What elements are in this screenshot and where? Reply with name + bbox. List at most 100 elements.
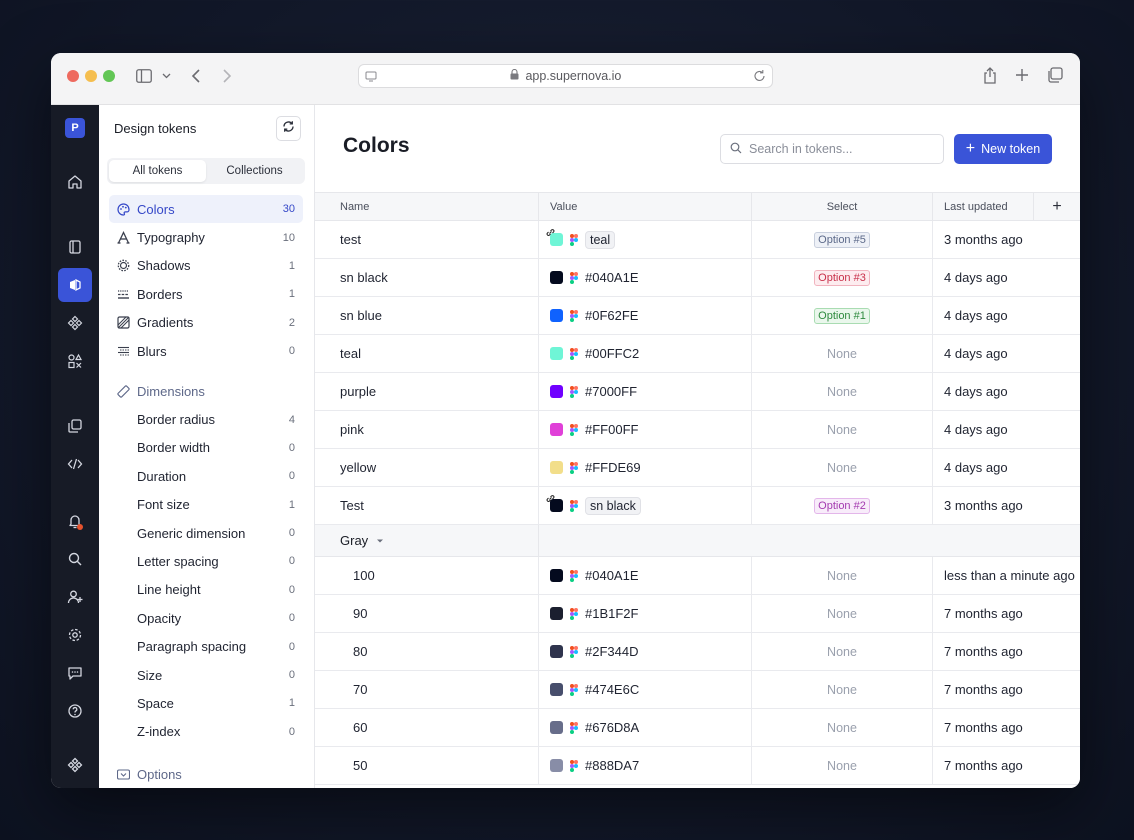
sidebar-item-borders[interactable]: Borders 1 — [109, 280, 303, 308]
share-icon[interactable] — [983, 67, 997, 88]
token-value-cell[interactable]: #040A1E — [539, 259, 752, 296]
notifications-icon[interactable] — [58, 504, 92, 538]
select-property-cell[interactable]: Option #2 — [752, 487, 933, 524]
token-name-cell[interactable]: purple — [315, 373, 539, 410]
zoom-window-button[interactable] — [103, 70, 115, 82]
sidebar-group-options[interactable]: Options — [109, 760, 303, 788]
new-tab-icon[interactable] — [1015, 68, 1029, 86]
design-tokens-icon[interactable] — [58, 268, 92, 302]
sidebar-item-border-width[interactable]: Border width 0 — [109, 434, 303, 462]
token-value-cell[interactable]: teal — [539, 221, 752, 258]
minimize-window-button[interactable] — [85, 70, 97, 82]
search-input[interactable] — [749, 142, 929, 156]
token-name-cell[interactable]: 60 — [315, 709, 539, 746]
token-value-cell[interactable]: #0F62FE — [539, 297, 752, 334]
token-value-cell[interactable]: #FF00FF — [539, 411, 752, 448]
select-property-cell[interactable]: Option #1 — [752, 297, 933, 334]
sidebar-item-paragraph-spacing[interactable]: Paragraph spacing 0 — [109, 632, 303, 660]
sidebar-group-dimensions[interactable]: Dimensions — [109, 377, 303, 405]
token-value-cell[interactable]: #2F344D — [539, 633, 752, 670]
select-property-cell[interactable]: Option #5 — [752, 221, 933, 258]
sidebar-item-line-height[interactable]: Line height 0 — [109, 576, 303, 604]
reload-icon[interactable] — [754, 65, 766, 94]
token-name-cell[interactable]: yellow — [315, 449, 539, 486]
token-value-cell[interactable]: sn black — [539, 487, 752, 524]
token-value-cell[interactable]: #1B1F2F — [539, 595, 752, 632]
sidebar-item-blurs[interactable]: Blurs 0 — [109, 337, 303, 365]
token-name-cell[interactable]: Test — [315, 487, 539, 524]
token-value-cell[interactable]: #FFDE69 — [539, 449, 752, 486]
tab-collections[interactable]: Collections — [226, 165, 283, 177]
sidebar-item-z-index[interactable]: Z-index 0 — [109, 718, 303, 746]
sidebar-item-colors[interactable]: Colors 30 — [109, 195, 303, 224]
tab-all-tokens[interactable]: All tokens — [109, 160, 206, 182]
chevron-down-icon[interactable] — [162, 69, 171, 89]
group-name-cell[interactable]: Gray — [315, 525, 539, 556]
help-icon[interactable] — [58, 694, 92, 728]
sidebar-item-space[interactable]: Space 1 — [109, 689, 303, 717]
select-property-cell[interactable]: None — [752, 373, 933, 410]
table-row[interactable]: yellow #FFDE69 None 4 days ago — [315, 449, 1080, 487]
table-row[interactable]: sn blue #0F62FE Option #1 4 days ago — [315, 297, 1080, 335]
table-row[interactable]: Test sn black Option #2 3 months ago — [315, 487, 1080, 525]
table-row[interactable]: 80 #2F344D None 7 months ago — [315, 633, 1080, 671]
sidebar-item-font-size[interactable]: Font size 1 — [109, 491, 303, 519]
search-box[interactable] — [720, 134, 944, 164]
select-property-cell[interactable]: None — [752, 709, 933, 746]
refresh-button[interactable] — [276, 116, 301, 141]
sidebar-item-size[interactable]: Size 0 — [109, 661, 303, 689]
select-property-cell[interactable]: None — [752, 335, 933, 372]
token-value-cell[interactable]: #474E6C — [539, 671, 752, 708]
forward-arrow-icon[interactable] — [222, 68, 232, 88]
table-row[interactable]: 100 #040A1E None less than a minute ago — [315, 557, 1080, 595]
column-header-select[interactable]: Select — [752, 193, 933, 221]
token-name-cell[interactable]: sn blue — [315, 297, 539, 334]
table-row[interactable]: purple #7000FF None 4 days ago — [315, 373, 1080, 411]
token-name-cell[interactable]: test — [315, 221, 539, 258]
token-value-cell[interactable]: #888DA7 — [539, 747, 752, 784]
workspace-logo[interactable]: P — [65, 118, 85, 138]
column-header-last-updated[interactable]: Last updated — [933, 193, 1034, 221]
select-property-cell[interactable]: None — [752, 595, 933, 632]
table-row[interactable]: 90 #1B1F2F None 7 months ago — [315, 595, 1080, 633]
home-icon[interactable] — [58, 165, 92, 199]
group-row-gray[interactable]: Gray — [315, 525, 1080, 557]
site-settings-icon[interactable] — [365, 65, 377, 94]
add-column-button[interactable]: + — [1052, 198, 1062, 215]
select-property-cell[interactable]: None — [752, 633, 933, 670]
search-icon[interactable] — [58, 542, 92, 576]
address-bar[interactable]: app.supernova.io — [358, 64, 773, 88]
select-property-cell[interactable]: None — [752, 557, 933, 594]
feedback-chat-icon[interactable] — [58, 656, 92, 690]
assets-icon[interactable] — [58, 344, 92, 378]
table-row[interactable]: 50 #888DA7 None 7 months ago — [315, 747, 1080, 785]
select-property-cell[interactable]: None — [752, 747, 933, 784]
token-name-cell[interactable]: sn black — [315, 259, 539, 296]
supernova-logo-icon[interactable] — [58, 748, 92, 782]
invite-user-icon[interactable] — [58, 580, 92, 614]
token-name-cell[interactable]: 70 — [315, 671, 539, 708]
sidebar-item-shadows[interactable]: Shadows 1 — [109, 252, 303, 280]
settings-gear-icon[interactable] — [58, 618, 92, 652]
select-property-cell[interactable]: None — [752, 449, 933, 486]
token-value-cell[interactable]: #040A1E — [539, 557, 752, 594]
table-row[interactable]: 70 #474E6C None 7 months ago — [315, 671, 1080, 709]
token-name-cell[interactable]: 100 — [315, 557, 539, 594]
column-header-value[interactable]: Value — [539, 193, 752, 221]
table-row[interactable]: test teal Option #5 3 months ago — [315, 221, 1080, 259]
token-value-cell[interactable]: #00FFC2 — [539, 335, 752, 372]
token-name-cell[interactable]: pink — [315, 411, 539, 448]
sidebar-item-gradients[interactable]: Gradients 2 — [109, 309, 303, 337]
code-icon[interactable] — [58, 447, 92, 481]
token-name-cell[interactable]: 80 — [315, 633, 539, 670]
select-property-cell[interactable]: None — [752, 411, 933, 448]
select-property-cell[interactable]: None — [752, 671, 933, 708]
token-value-cell[interactable]: #676D8A — [539, 709, 752, 746]
components-icon[interactable] — [58, 306, 92, 340]
sidebar-item-duration[interactable]: Duration 0 — [109, 462, 303, 490]
close-window-button[interactable] — [67, 70, 79, 82]
table-row[interactable]: 60 #676D8A None 7 months ago — [315, 709, 1080, 747]
new-token-button[interactable]: + New token — [954, 134, 1052, 164]
sidebar-item-generic-dimension[interactable]: Generic dimension 0 — [109, 519, 303, 547]
documentation-icon[interactable] — [58, 230, 92, 264]
